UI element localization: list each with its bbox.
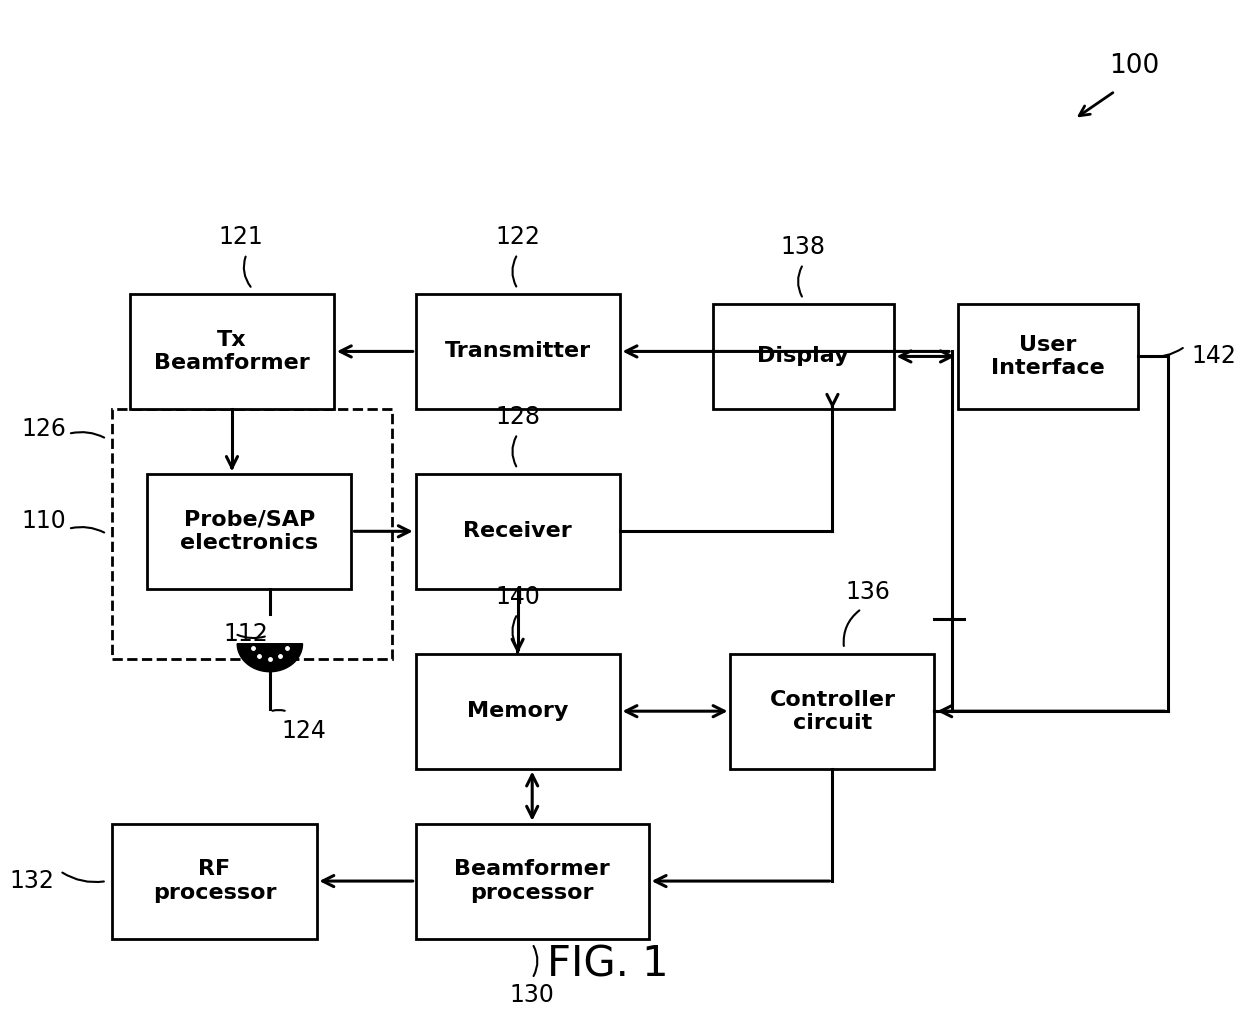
FancyBboxPatch shape bbox=[415, 824, 649, 939]
FancyBboxPatch shape bbox=[415, 294, 620, 408]
FancyBboxPatch shape bbox=[148, 473, 351, 588]
Text: FIG. 1: FIG. 1 bbox=[547, 944, 668, 986]
Text: Display: Display bbox=[758, 346, 849, 367]
Polygon shape bbox=[237, 644, 303, 672]
Text: Probe/SAP
electronics: Probe/SAP electronics bbox=[180, 510, 319, 553]
Text: 122: 122 bbox=[495, 225, 541, 249]
Text: 128: 128 bbox=[495, 404, 541, 429]
FancyBboxPatch shape bbox=[415, 653, 620, 769]
FancyBboxPatch shape bbox=[730, 653, 935, 769]
Text: 124: 124 bbox=[281, 718, 326, 743]
Text: 136: 136 bbox=[844, 580, 890, 604]
Text: 132: 132 bbox=[9, 869, 55, 893]
FancyBboxPatch shape bbox=[957, 304, 1138, 408]
Text: Transmitter: Transmitter bbox=[445, 341, 590, 362]
Text: 112: 112 bbox=[223, 622, 268, 646]
Text: 140: 140 bbox=[495, 585, 541, 609]
Text: 130: 130 bbox=[510, 983, 554, 1008]
Text: 110: 110 bbox=[21, 509, 66, 533]
Text: Receiver: Receiver bbox=[464, 521, 572, 542]
FancyBboxPatch shape bbox=[713, 304, 894, 408]
Text: Tx
Beamformer: Tx Beamformer bbox=[154, 330, 310, 373]
Text: Memory: Memory bbox=[467, 701, 568, 721]
FancyBboxPatch shape bbox=[415, 473, 620, 588]
Text: 100: 100 bbox=[1110, 53, 1159, 79]
Text: 138: 138 bbox=[781, 235, 826, 259]
FancyBboxPatch shape bbox=[130, 294, 334, 408]
Text: 126: 126 bbox=[21, 417, 66, 441]
Text: 121: 121 bbox=[218, 225, 263, 249]
Text: 142: 142 bbox=[1190, 344, 1236, 369]
Text: RF
processor: RF processor bbox=[153, 860, 277, 902]
Text: Controller
circuit: Controller circuit bbox=[770, 690, 895, 733]
Text: User
Interface: User Interface bbox=[991, 335, 1105, 378]
Text: Beamformer
processor: Beamformer processor bbox=[454, 860, 610, 902]
FancyBboxPatch shape bbox=[113, 408, 392, 658]
FancyBboxPatch shape bbox=[113, 824, 316, 939]
